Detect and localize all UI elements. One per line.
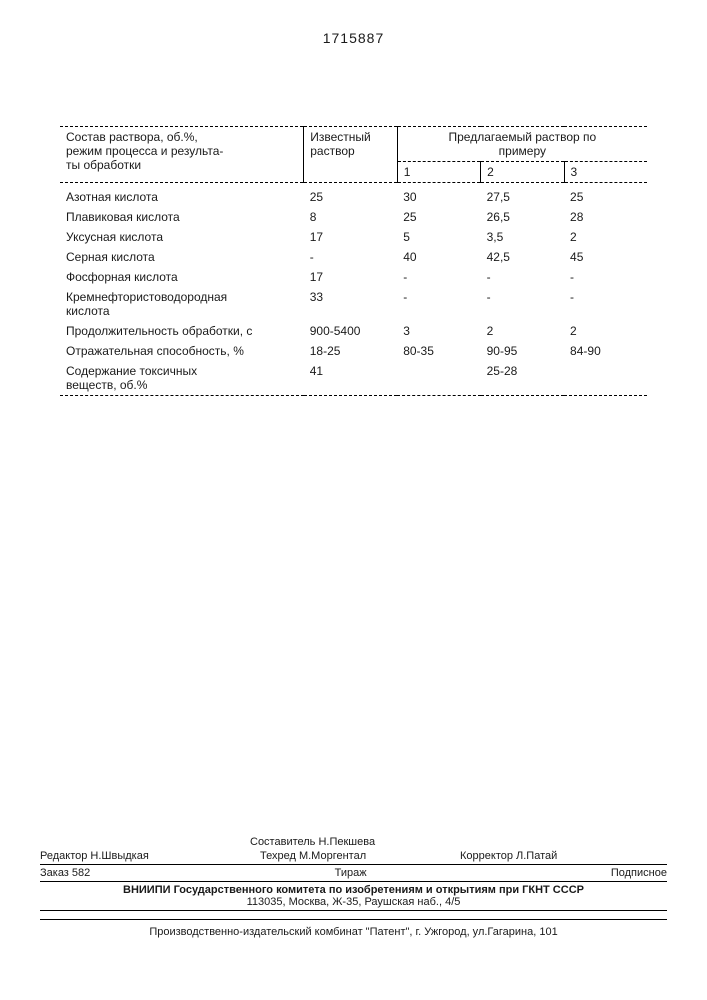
order-number: 582 <box>72 867 90 879</box>
techred: Техред М.Моргентал <box>260 850 460 862</box>
header-ex-1: 1 <box>397 162 480 183</box>
row-label: Азотная кислота <box>60 187 304 207</box>
cell-ex-2: 3,5 <box>481 227 564 247</box>
table-row: Продолжительность обработки, с900-540032… <box>60 321 647 341</box>
subscription: Подписное <box>611 867 667 879</box>
cell-ex-3 <box>564 361 647 396</box>
footer-printer: Производственно-издательский комбинат "П… <box>40 919 667 940</box>
header-param: Состав раствора, об.%, режим процесса и … <box>60 127 304 183</box>
row-label: Фосфорная кислота <box>60 267 304 287</box>
table-row: Азотная кислота253027,525 <box>60 187 647 207</box>
cell-known: 18-25 <box>304 341 397 361</box>
row-label: Кремнефтористоводородная кислота <box>60 287 304 321</box>
cell-known: 17 <box>304 227 397 247</box>
cell-known: 41 <box>304 361 397 396</box>
cell-ex-3: 45 <box>564 247 647 267</box>
circulation: Тираж <box>335 867 367 879</box>
compiler-label: Составитель <box>250 836 315 848</box>
editor-label: Редактор <box>40 850 87 862</box>
cell-ex-2: 25-28 <box>481 361 564 396</box>
cell-ex-2: - <box>481 287 564 321</box>
cell-ex-1: 30 <box>397 187 480 207</box>
row-label: Продолжительность обработки, с <box>60 321 304 341</box>
order: Заказ 582 <box>40 867 90 879</box>
table-row: Уксусная кислота1753,52 <box>60 227 647 247</box>
cell-ex-2: 2 <box>481 321 564 341</box>
compiler-name: Н.Пекшева <box>318 836 375 848</box>
cell-ex-1: 3 <box>397 321 480 341</box>
org-line2: 113035, Москва, Ж-35, Раушская наб., 4/5 <box>40 896 667 908</box>
table-row: Серная кислота-4042,545 <box>60 247 647 267</box>
row-label: Серная кислота <box>60 247 304 267</box>
corrector-label: Корректор <box>460 850 513 862</box>
footer-org: ВНИИПИ Государственного комитета по изоб… <box>40 882 667 911</box>
cell-ex-2: 42,5 <box>481 247 564 267</box>
order-label: Заказ <box>40 867 69 879</box>
compiler: Составитель Н.Пекшева <box>250 836 395 848</box>
cell-ex-1: 40 <box>397 247 480 267</box>
editor-name: Н.Швыдкая <box>90 850 148 862</box>
cell-ex-2: 90-95 <box>481 341 564 361</box>
cell-known: 25 <box>304 187 397 207</box>
row-label: Отражательная способность, % <box>60 341 304 361</box>
cell-known: - <box>304 247 397 267</box>
data-table: Состав раствора, об.%, режим процесса и … <box>60 126 647 396</box>
cell-ex-1: - <box>397 287 480 321</box>
cell-known: 900-5400 <box>304 321 397 341</box>
cell-ex-3: 2 <box>564 321 647 341</box>
cell-ex-1: 25 <box>397 207 480 227</box>
techred-label: Техред <box>260 850 296 862</box>
cell-ex-1 <box>397 361 480 396</box>
footer: Составитель Н.Пекшева Редактор Н.Швыдкая… <box>40 834 667 940</box>
corrector: Корректор Л.Патай <box>460 850 587 862</box>
header-proposed: Предлагаемый раствор по примеру <box>397 127 647 162</box>
cell-ex-3: 25 <box>564 187 647 207</box>
cell-ex-1: 5 <box>397 227 480 247</box>
header-known: Известный раствор <box>304 127 397 183</box>
header-ex-2: 2 <box>481 162 564 183</box>
document-number: 1715887 <box>60 30 647 46</box>
header-ex-3: 3 <box>564 162 647 183</box>
table-row: Плавиковая кислота82526,528 <box>60 207 647 227</box>
corrector-name: Л.Патай <box>516 850 557 862</box>
table-row: Кремнефтористоводородная кислота33--- <box>60 287 647 321</box>
table-row: Содержание токсичных веществ, об.%41 25-2… <box>60 361 647 396</box>
table-row: Отражательная способность, %18-2580-3590… <box>60 341 647 361</box>
cell-ex-2: - <box>481 267 564 287</box>
cell-ex-3: - <box>564 267 647 287</box>
cell-ex-1: 80-35 <box>397 341 480 361</box>
page: 1715887 Состав раствора, об.%, режим про… <box>0 0 707 1000</box>
cell-known: 33 <box>304 287 397 321</box>
row-label: Плавиковая кислота <box>60 207 304 227</box>
row-label: Уксусная кислота <box>60 227 304 247</box>
row-label: Содержание токсичных веществ, об.% <box>60 361 304 396</box>
org-line1: ВНИИПИ Государственного комитета по изоб… <box>40 884 667 896</box>
cell-ex-3: 2 <box>564 227 647 247</box>
techred-name: М.Моргентал <box>299 850 366 862</box>
cell-known: 17 <box>304 267 397 287</box>
editor: Редактор Н.Швыдкая <box>40 850 260 862</box>
cell-ex-2: 26,5 <box>481 207 564 227</box>
cell-known: 8 <box>304 207 397 227</box>
cell-ex-3: 84-90 <box>564 341 647 361</box>
cell-ex-3: - <box>564 287 647 321</box>
cell-ex-3: 28 <box>564 207 647 227</box>
cell-ex-2: 27,5 <box>481 187 564 207</box>
cell-ex-1: - <box>397 267 480 287</box>
table-row: Фосфорная кислота17--- <box>60 267 647 287</box>
